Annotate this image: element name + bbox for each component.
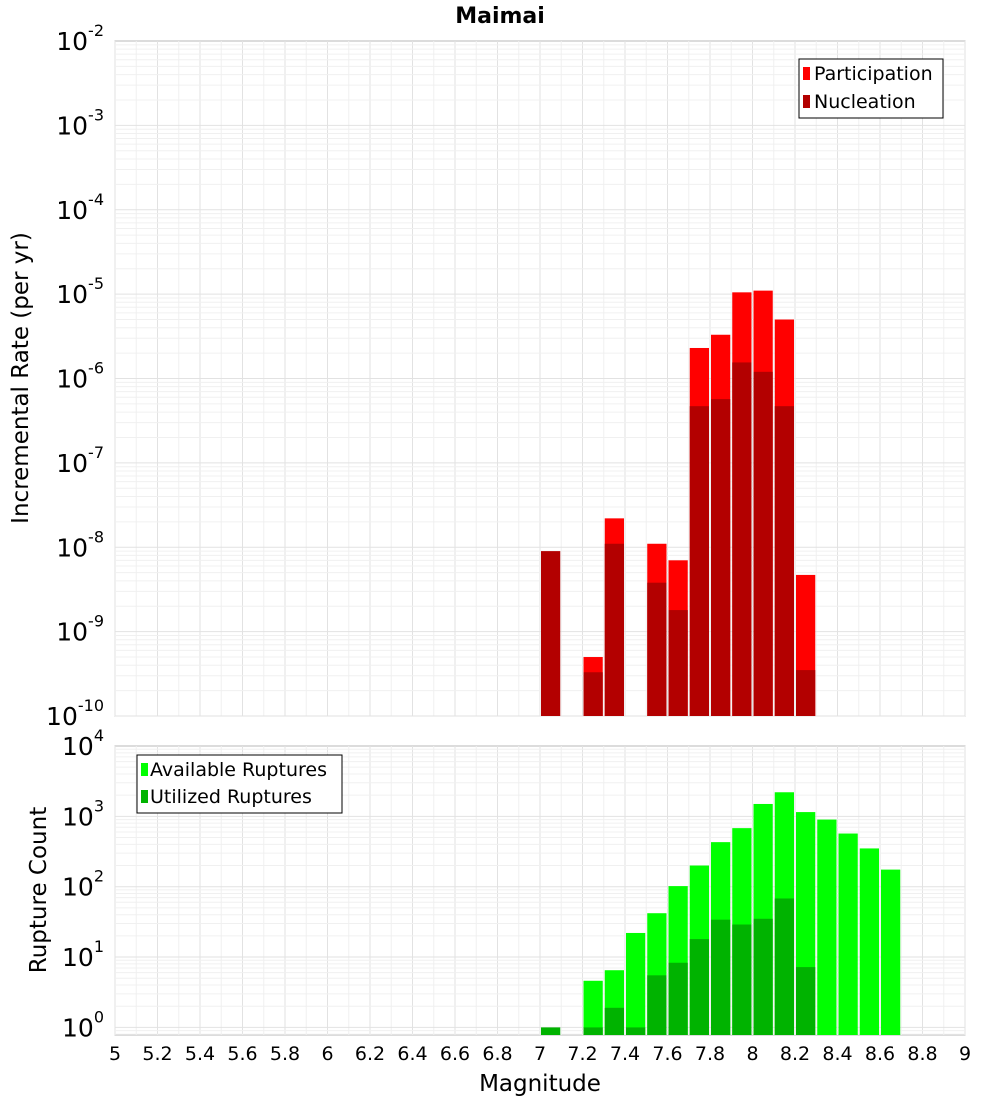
legend-swatch-utilized [141, 790, 148, 803]
x-tick-label: 7.4 [610, 1043, 640, 1065]
y-tick-label: 101 [62, 937, 104, 972]
bottom-bar-available-ruptures [838, 833, 858, 1035]
x-tick-label: 5.6 [227, 1043, 257, 1065]
x-tick-label: 5.8 [270, 1043, 300, 1065]
bottom-bar-available-ruptures [583, 980, 603, 1035]
legend-label-utilized: Utilized Ruptures [150, 786, 312, 808]
bottom-bar-utilized-ruptures [626, 1027, 646, 1035]
top-bar-nucleation [668, 610, 688, 716]
x-tick-label: 5 [109, 1043, 121, 1065]
y-tick-label: 104 [62, 726, 104, 761]
bottom-bar-utilized-ruptures [732, 924, 752, 1035]
y-tick-label: 10-10 [46, 696, 104, 731]
x-tick-label: 7.6 [652, 1043, 682, 1065]
y-tick-label: 10-7 [56, 443, 104, 478]
y-tick-label: 103 [62, 796, 104, 831]
x-tick-label: 6.8 [482, 1043, 512, 1065]
top-legend: Participation Nucleation [798, 58, 944, 119]
top-y-axis-title: Incremental Rate (per yr) [8, 232, 34, 524]
x-tick-label: 5.2 [142, 1043, 172, 1065]
x-tick-label: 7 [534, 1043, 546, 1065]
bottom-bar-available-ruptures [859, 848, 879, 1035]
bottom-bar-utilized-ruptures [668, 962, 688, 1035]
bottom-bar-available-ruptures [817, 819, 837, 1035]
bottom-bar-available-ruptures [881, 869, 901, 1035]
y-tick-label: 10-5 [56, 274, 104, 309]
legend-swatch-available [141, 763, 148, 776]
top-bar-nucleation [541, 551, 561, 716]
legend-label-available: Available Ruptures [150, 759, 327, 781]
top-bar-nucleation [647, 582, 667, 716]
y-tick-label: 100 [62, 1007, 104, 1042]
top-bar-nucleation [604, 543, 624, 716]
x-tick-label: 5.4 [185, 1043, 215, 1065]
top-bar-nucleation [796, 670, 816, 716]
x-tick-label: 7.2 [567, 1043, 597, 1065]
top-bar-nucleation [711, 399, 731, 716]
bottom-bar-utilized-ruptures [583, 1027, 603, 1035]
x-tick-label: 8 [746, 1043, 758, 1065]
bottom-bar-utilized-ruptures [689, 939, 709, 1035]
bottom-bar-utilized-ruptures [753, 918, 773, 1035]
x-tick-label: 6 [321, 1043, 333, 1065]
x-tick-label: 6.2 [355, 1043, 385, 1065]
legend-swatch-nucleation [803, 95, 810, 108]
bottom-bar-utilized-ruptures [541, 1027, 561, 1035]
x-tick-label: 8.8 [907, 1043, 937, 1065]
x-tick-label: 6.4 [397, 1043, 427, 1065]
bottom-legend: Available Ruptures Utilized Ruptures [136, 754, 343, 814]
top-bar-nucleation [732, 362, 752, 716]
legend-label-nucleation: Nucleation [814, 91, 916, 113]
y-tick-label: 10-4 [56, 190, 104, 225]
y-tick-label: 10-6 [56, 359, 104, 394]
x-tick-label: 6.6 [440, 1043, 470, 1065]
top-bar-nucleation [689, 406, 709, 716]
x-tick-label: 8.6 [865, 1043, 895, 1065]
bottom-y-axis-title: Rupture Count [26, 807, 52, 973]
y-tick-label: 10-8 [56, 527, 104, 562]
bottom-bar-utilized-ruptures [604, 1007, 624, 1035]
x-tick-label: 8.2 [780, 1043, 810, 1065]
x-tick-label: 7.8 [695, 1043, 725, 1065]
bottom-bar-utilized-ruptures [796, 967, 816, 1035]
bottom-bar-utilized-ruptures [774, 898, 794, 1035]
legend-label-participation: Participation [814, 63, 933, 85]
x-axis-title: Magnitude [479, 1071, 601, 1097]
top-bar-nucleation [753, 371, 773, 716]
top-bar-nucleation [774, 406, 794, 716]
top-bar-nucleation [583, 672, 603, 716]
chart-title: Maimai [455, 4, 545, 29]
y-tick-label: 10-3 [56, 105, 104, 140]
bottom-bar-utilized-ruptures [647, 975, 667, 1035]
bottom-bar-available-ruptures [626, 932, 646, 1035]
y-tick-label: 10-2 [56, 21, 104, 56]
x-tick-label: 8.4 [822, 1043, 852, 1065]
y-tick-label: 10-9 [56, 612, 104, 647]
y-tick-label: 102 [62, 867, 104, 902]
bottom-bar-utilized-ruptures [711, 919, 731, 1035]
x-tick-label: 9 [959, 1043, 971, 1065]
legend-swatch-participation [803, 67, 810, 80]
